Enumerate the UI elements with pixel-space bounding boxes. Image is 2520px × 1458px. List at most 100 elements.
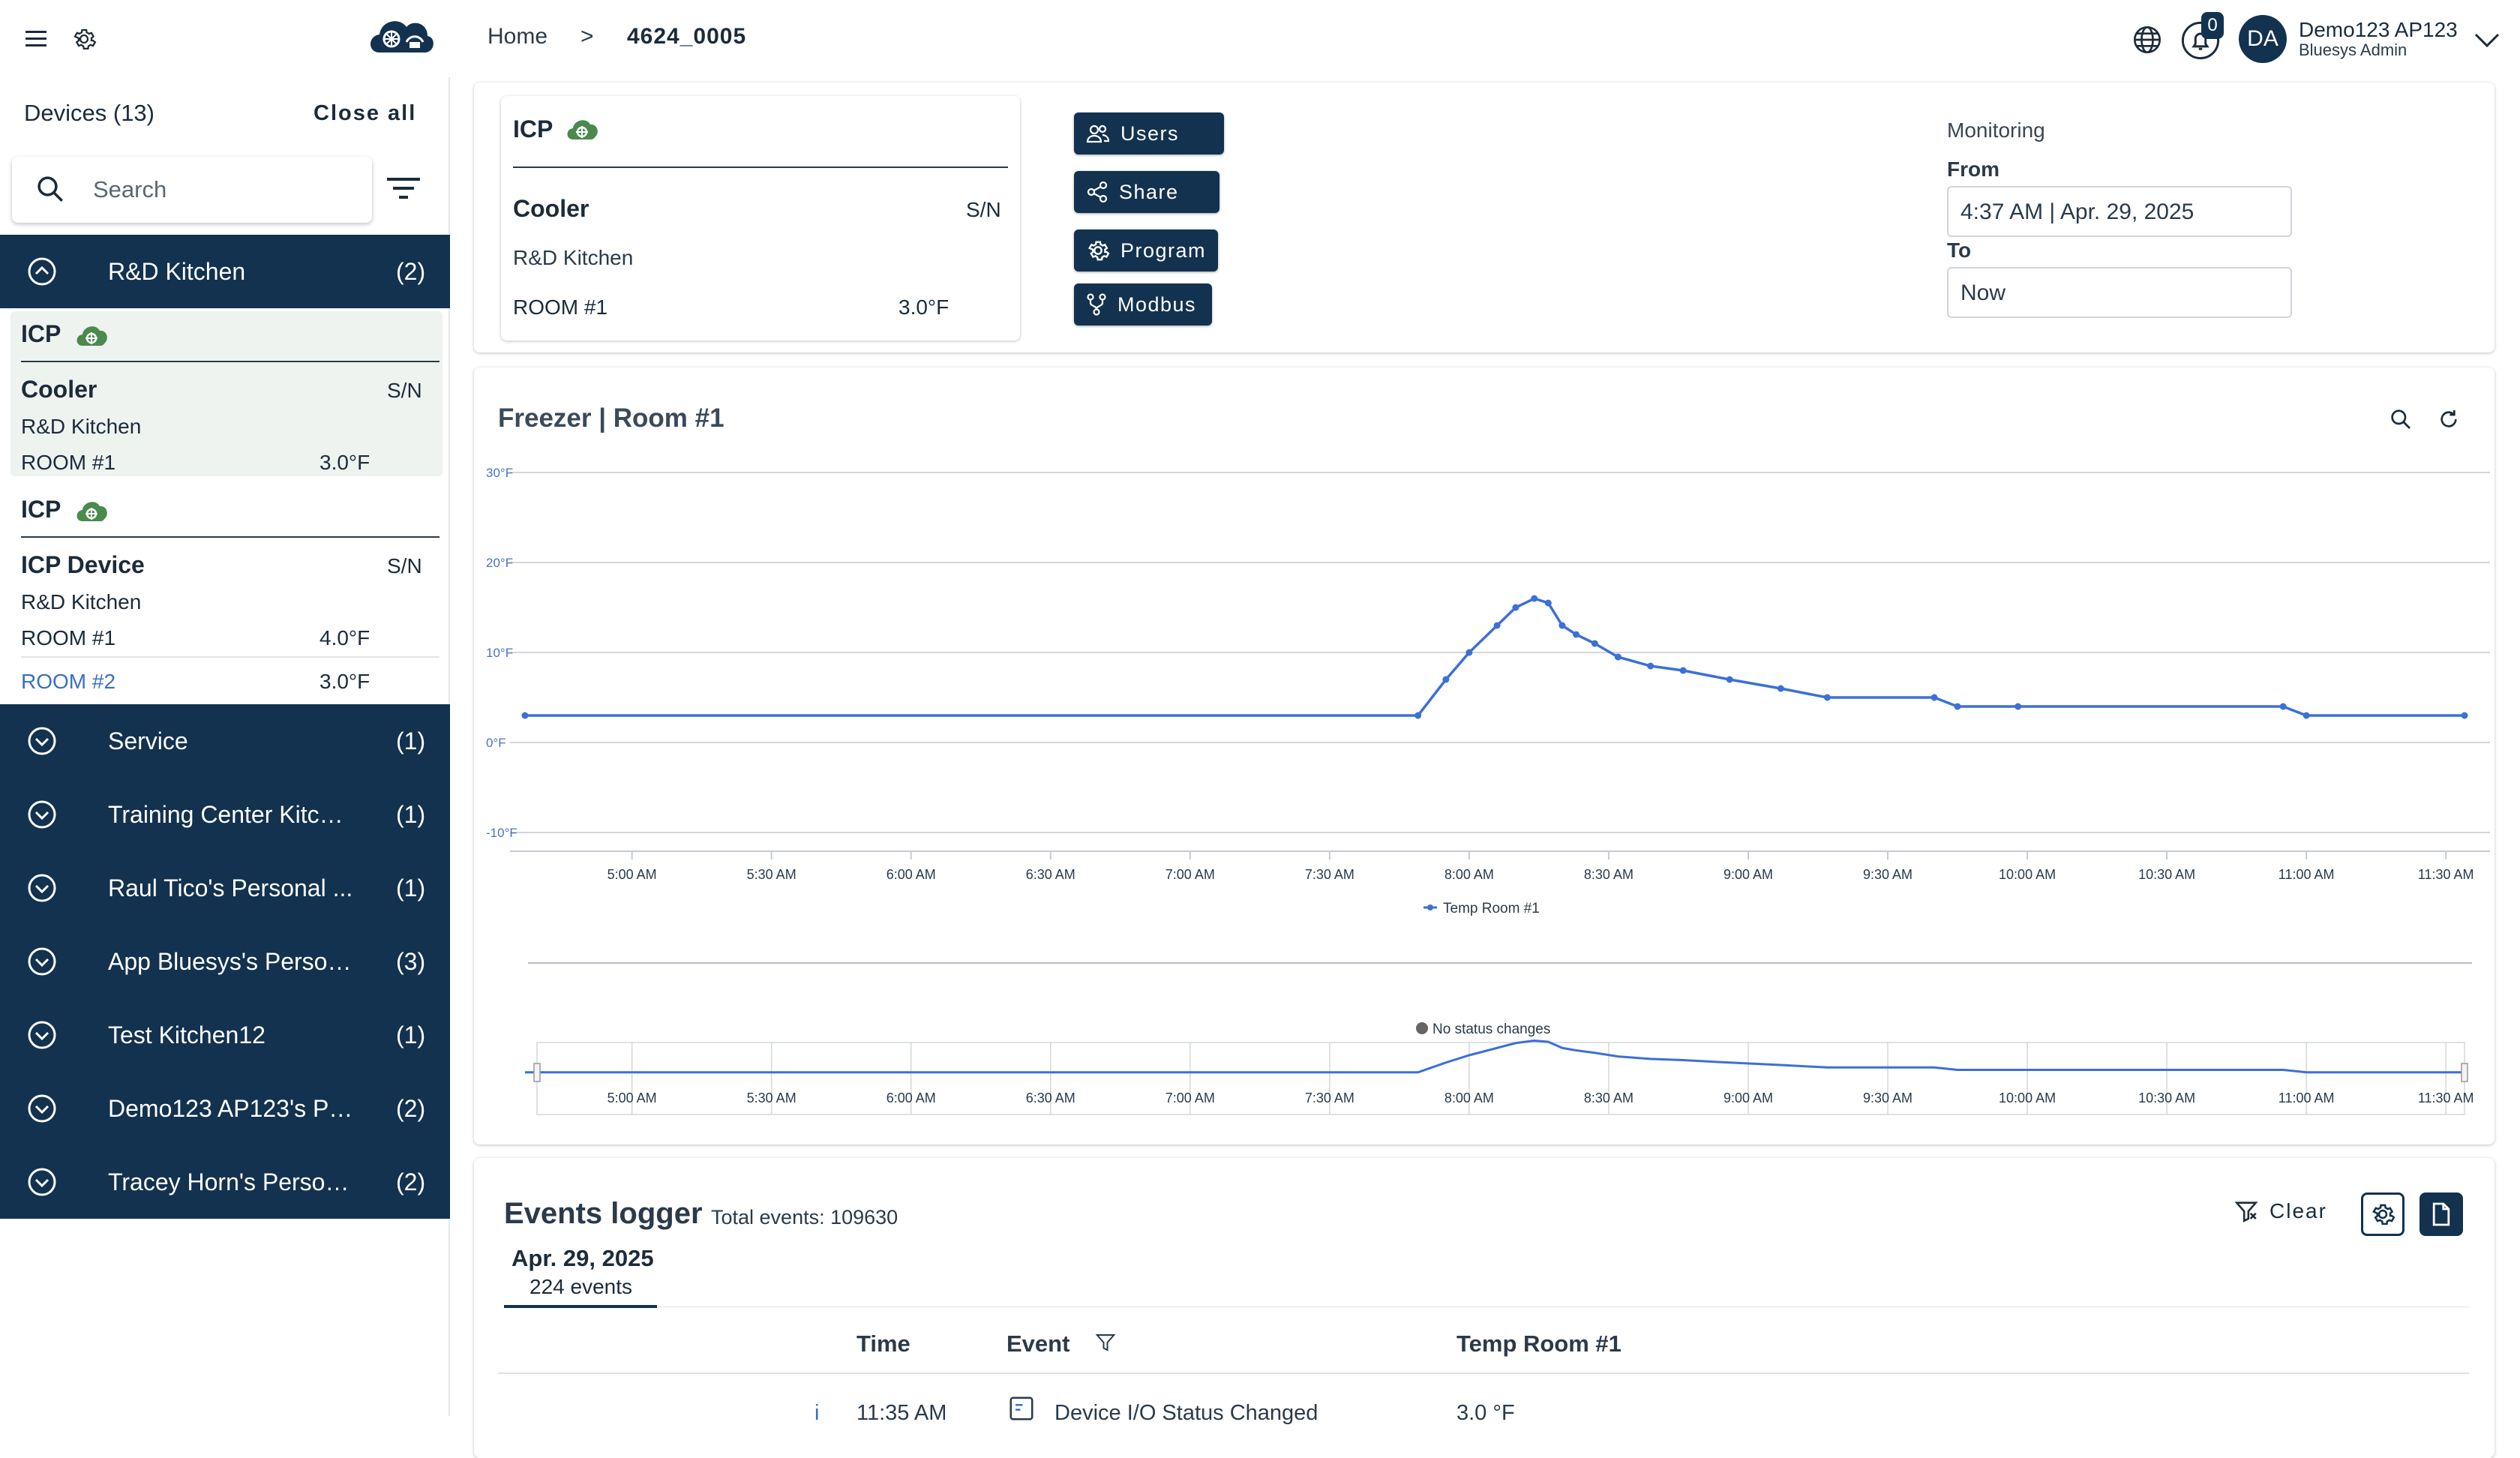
data-point (1573, 631, 1580, 638)
data-point (2302, 712, 2310, 719)
sidebar-group[interactable]: Tracey Horn's Person... (2) (0, 1145, 450, 1219)
clear-button[interactable]: Clear (2234, 1198, 2327, 1224)
data-point (1679, 667, 1687, 674)
navigator-tick-label: 7:00 AM (1166, 1090, 1215, 1106)
group-rd-kitchen[interactable]: R&D Kitchen (2) (0, 235, 450, 308)
sidebar-group[interactable]: App Bluesys's Person... (3) (0, 925, 450, 998)
group-count: (2) (396, 1168, 426, 1196)
temperature-chart[interactable]: 30°F 20°F 10°F 0°F -10°F 5:00 AM 5:30 AM 6:00 A… (480, 450, 2490, 1125)
room-label[interactable]: ROOM #1 (21, 451, 116, 474)
room-label: ROOM #1 (513, 296, 608, 319)
users-button[interactable]: Users (1074, 112, 1224, 154)
sidebar-group[interactable]: Training Center Kitchen (1) (0, 778, 450, 851)
navigator-handle-left (533, 1063, 541, 1082)
events-title: Events logger (504, 1197, 703, 1230)
room-temp: 3.0°F (320, 451, 370, 474)
filter-icon[interactable] (386, 175, 422, 207)
group-label: R&D Kitchen (108, 257, 246, 285)
gear-icon[interactable] (68, 22, 100, 56)
column-event[interactable]: Event (1006, 1330, 1070, 1357)
device-card-icp-device[interactable]: ICP ICP Device S/N R&D Kitchen ROOM #1 4… (10, 487, 442, 704)
gear-icon (2372, 1204, 2396, 1226)
chevron-down-icon[interactable] (2472, 26, 2502, 56)
data-point (1647, 662, 1654, 670)
sidebar: Devices (13) Close all R&D Kitchen (2) I… (0, 77, 450, 1416)
room-label[interactable]: ROOM #1 (21, 626, 116, 650)
navigator-tick-label: 8:00 AM (1444, 1090, 1494, 1106)
chevron-right-icon: > (580, 24, 594, 49)
events-tab-count: 224 events (530, 1275, 632, 1298)
data-point (1531, 595, 1538, 602)
navigator-tick-label: 8:30 AM (1584, 1090, 1634, 1106)
room-temp: 4.0°F (320, 626, 370, 650)
events-settings-button[interactable] (2361, 1192, 2404, 1236)
chevron-down-icon (27, 946, 57, 982)
device-card-cooler[interactable]: ICP Cooler S/N R&D Kitchen ROOM #1 3.0°F (10, 311, 442, 476)
room-divider (21, 656, 440, 658)
close-all-button[interactable]: Close all (314, 101, 417, 125)
gear-icon (1088, 241, 1110, 261)
globe-icon[interactable] (2130, 22, 2164, 57)
group-label: Test Kitchen12 (108, 1021, 266, 1048)
chevron-down-icon (27, 873, 57, 908)
sidebar-group[interactable]: Service (1) (0, 704, 450, 778)
chevron-down-icon (27, 1020, 57, 1055)
column-temp[interactable]: Temp Room #1 (1456, 1330, 1622, 1357)
top-bar: Home > 4624_0005 0 DA Demo123 AP123 Blue… (0, 0, 2520, 77)
column-time[interactable]: Time (856, 1330, 910, 1357)
share-label: Share (1119, 180, 1179, 203)
sidebar-group[interactable]: Raul Tico's Personal ... (1) (0, 851, 450, 925)
bluesys-logo[interactable] (364, 10, 436, 64)
share-icon (1087, 181, 1108, 203)
program-button[interactable]: Program (1074, 230, 1218, 272)
tab-divider (657, 1306, 2469, 1307)
devices-title: Devices (13) (24, 100, 154, 126)
device-site: R&D Kitchen (21, 415, 142, 438)
event-name: Device I/O Status Changed (1054, 1401, 1318, 1425)
status-dot (1416, 1022, 1428, 1034)
column-filter-icon[interactable] (1092, 1329, 1119, 1356)
sidebar-group[interactable]: Test Kitchen12 (1) (0, 998, 450, 1072)
data-point (1512, 604, 1520, 611)
info-icon[interactable]: i (814, 1401, 820, 1425)
user-role: Bluesys Admin (2299, 40, 2408, 59)
device-sn: S/N (966, 198, 1001, 221)
events-tab-date[interactable]: Apr. 29, 2025 (512, 1245, 654, 1271)
device-type: ICP (21, 496, 62, 523)
x-tick-label: 5:30 AM (747, 867, 796, 882)
device-name: Cooler (513, 195, 590, 222)
group-label: Raul Tico's Personal ... (108, 874, 353, 902)
navigator-tick-label: 5:00 AM (608, 1090, 657, 1106)
menu-icon[interactable] (21, 24, 51, 54)
group-count: (1) (396, 800, 426, 828)
chevron-down-icon (27, 726, 57, 761)
search-icon (34, 173, 66, 210)
export-button[interactable] (2420, 1192, 2463, 1236)
events-total: Total events: 109630 (711, 1206, 898, 1228)
room-label[interactable]: ROOM #2 (21, 670, 116, 693)
to-field[interactable]: Now (1947, 267, 2292, 318)
refresh-icon[interactable] (2433, 404, 2464, 435)
zoom-icon[interactable] (2385, 404, 2416, 435)
legend-marker (1427, 904, 1433, 910)
group-label: Tracey Horn's Person... (108, 1168, 356, 1196)
navigator-series (525, 1039, 2464, 1074)
search-input[interactable] (93, 172, 356, 208)
data-point (2461, 712, 2468, 719)
search-box (12, 157, 372, 223)
breadcrumb-home[interactable]: Home (488, 24, 548, 49)
y-tick-label: 0°F (486, 736, 506, 750)
from-label: From (1947, 158, 2000, 181)
event-time: 11:35 AM (856, 1401, 947, 1425)
y-tick-label: 20°F (486, 556, 513, 570)
x-tick-label: 9:00 AM (1724, 867, 1773, 882)
share-button[interactable]: Share (1074, 171, 1220, 213)
navigator-label: No status changes (1432, 1022, 1550, 1037)
modbus-button[interactable]: Modbus (1074, 284, 1212, 326)
navigator-handle-right (2461, 1063, 2468, 1082)
data-point (1726, 676, 1733, 683)
from-field[interactable]: 4:37 AM | Apr. 29, 2025 (1947, 186, 2292, 237)
data-point (1591, 640, 1598, 647)
sidebar-group[interactable]: Demo123 AP123's Pe... (2) (0, 1072, 450, 1145)
avatar[interactable]: DA (2239, 15, 2287, 63)
